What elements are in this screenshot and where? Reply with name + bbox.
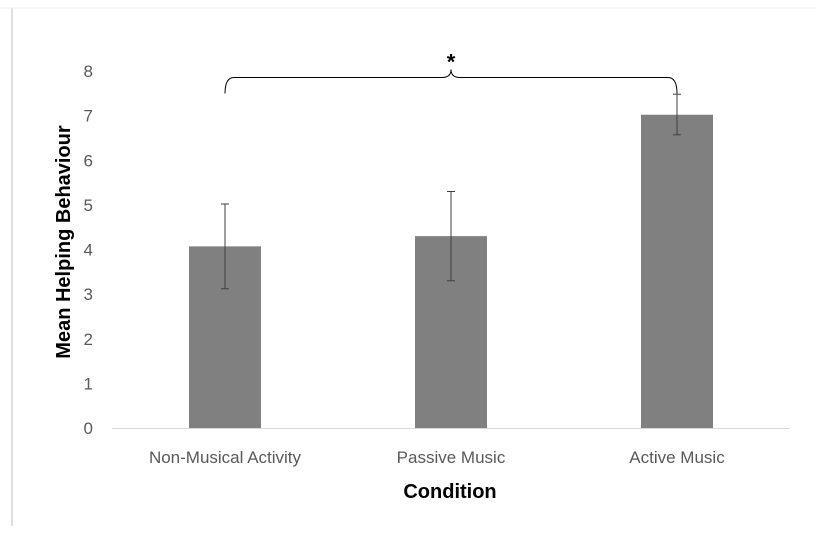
bar (641, 114, 713, 429)
y-tick-label: 5 (84, 196, 93, 215)
error-bars-group (221, 93, 681, 290)
y-tick-label: 3 (84, 285, 93, 304)
y-tick-label: 7 (84, 107, 93, 126)
x-axis-title: Condition (403, 481, 496, 503)
error-bar (447, 190, 455, 282)
x-axis-tick-labels: Non-Musical Activity Passive Music Active … (149, 448, 725, 467)
error-bar (221, 203, 229, 290)
x-tick-label: Active Music (629, 448, 725, 467)
error-bar (673, 93, 681, 136)
significance-brace (224, 69, 678, 94)
x-tick-label: Passive Music (397, 448, 506, 467)
bars-group (189, 114, 713, 429)
y-tick-label: 1 (84, 374, 93, 393)
y-axis-ticks: 0 1 2 3 4 5 6 7 8 (84, 62, 93, 438)
significance-bracket: * (224, 49, 678, 94)
y-tick-label: 0 (84, 419, 93, 438)
y-tick-label: 4 (84, 241, 93, 260)
y-tick-label: 2 (84, 330, 93, 349)
significance-star: * (447, 49, 456, 74)
x-tick-label: Non-Musical Activity (149, 448, 302, 467)
y-tick-label: 6 (84, 151, 93, 170)
y-axis-title: Mean Helping Behaviour (53, 125, 75, 359)
y-tick-label: 8 (84, 62, 93, 81)
